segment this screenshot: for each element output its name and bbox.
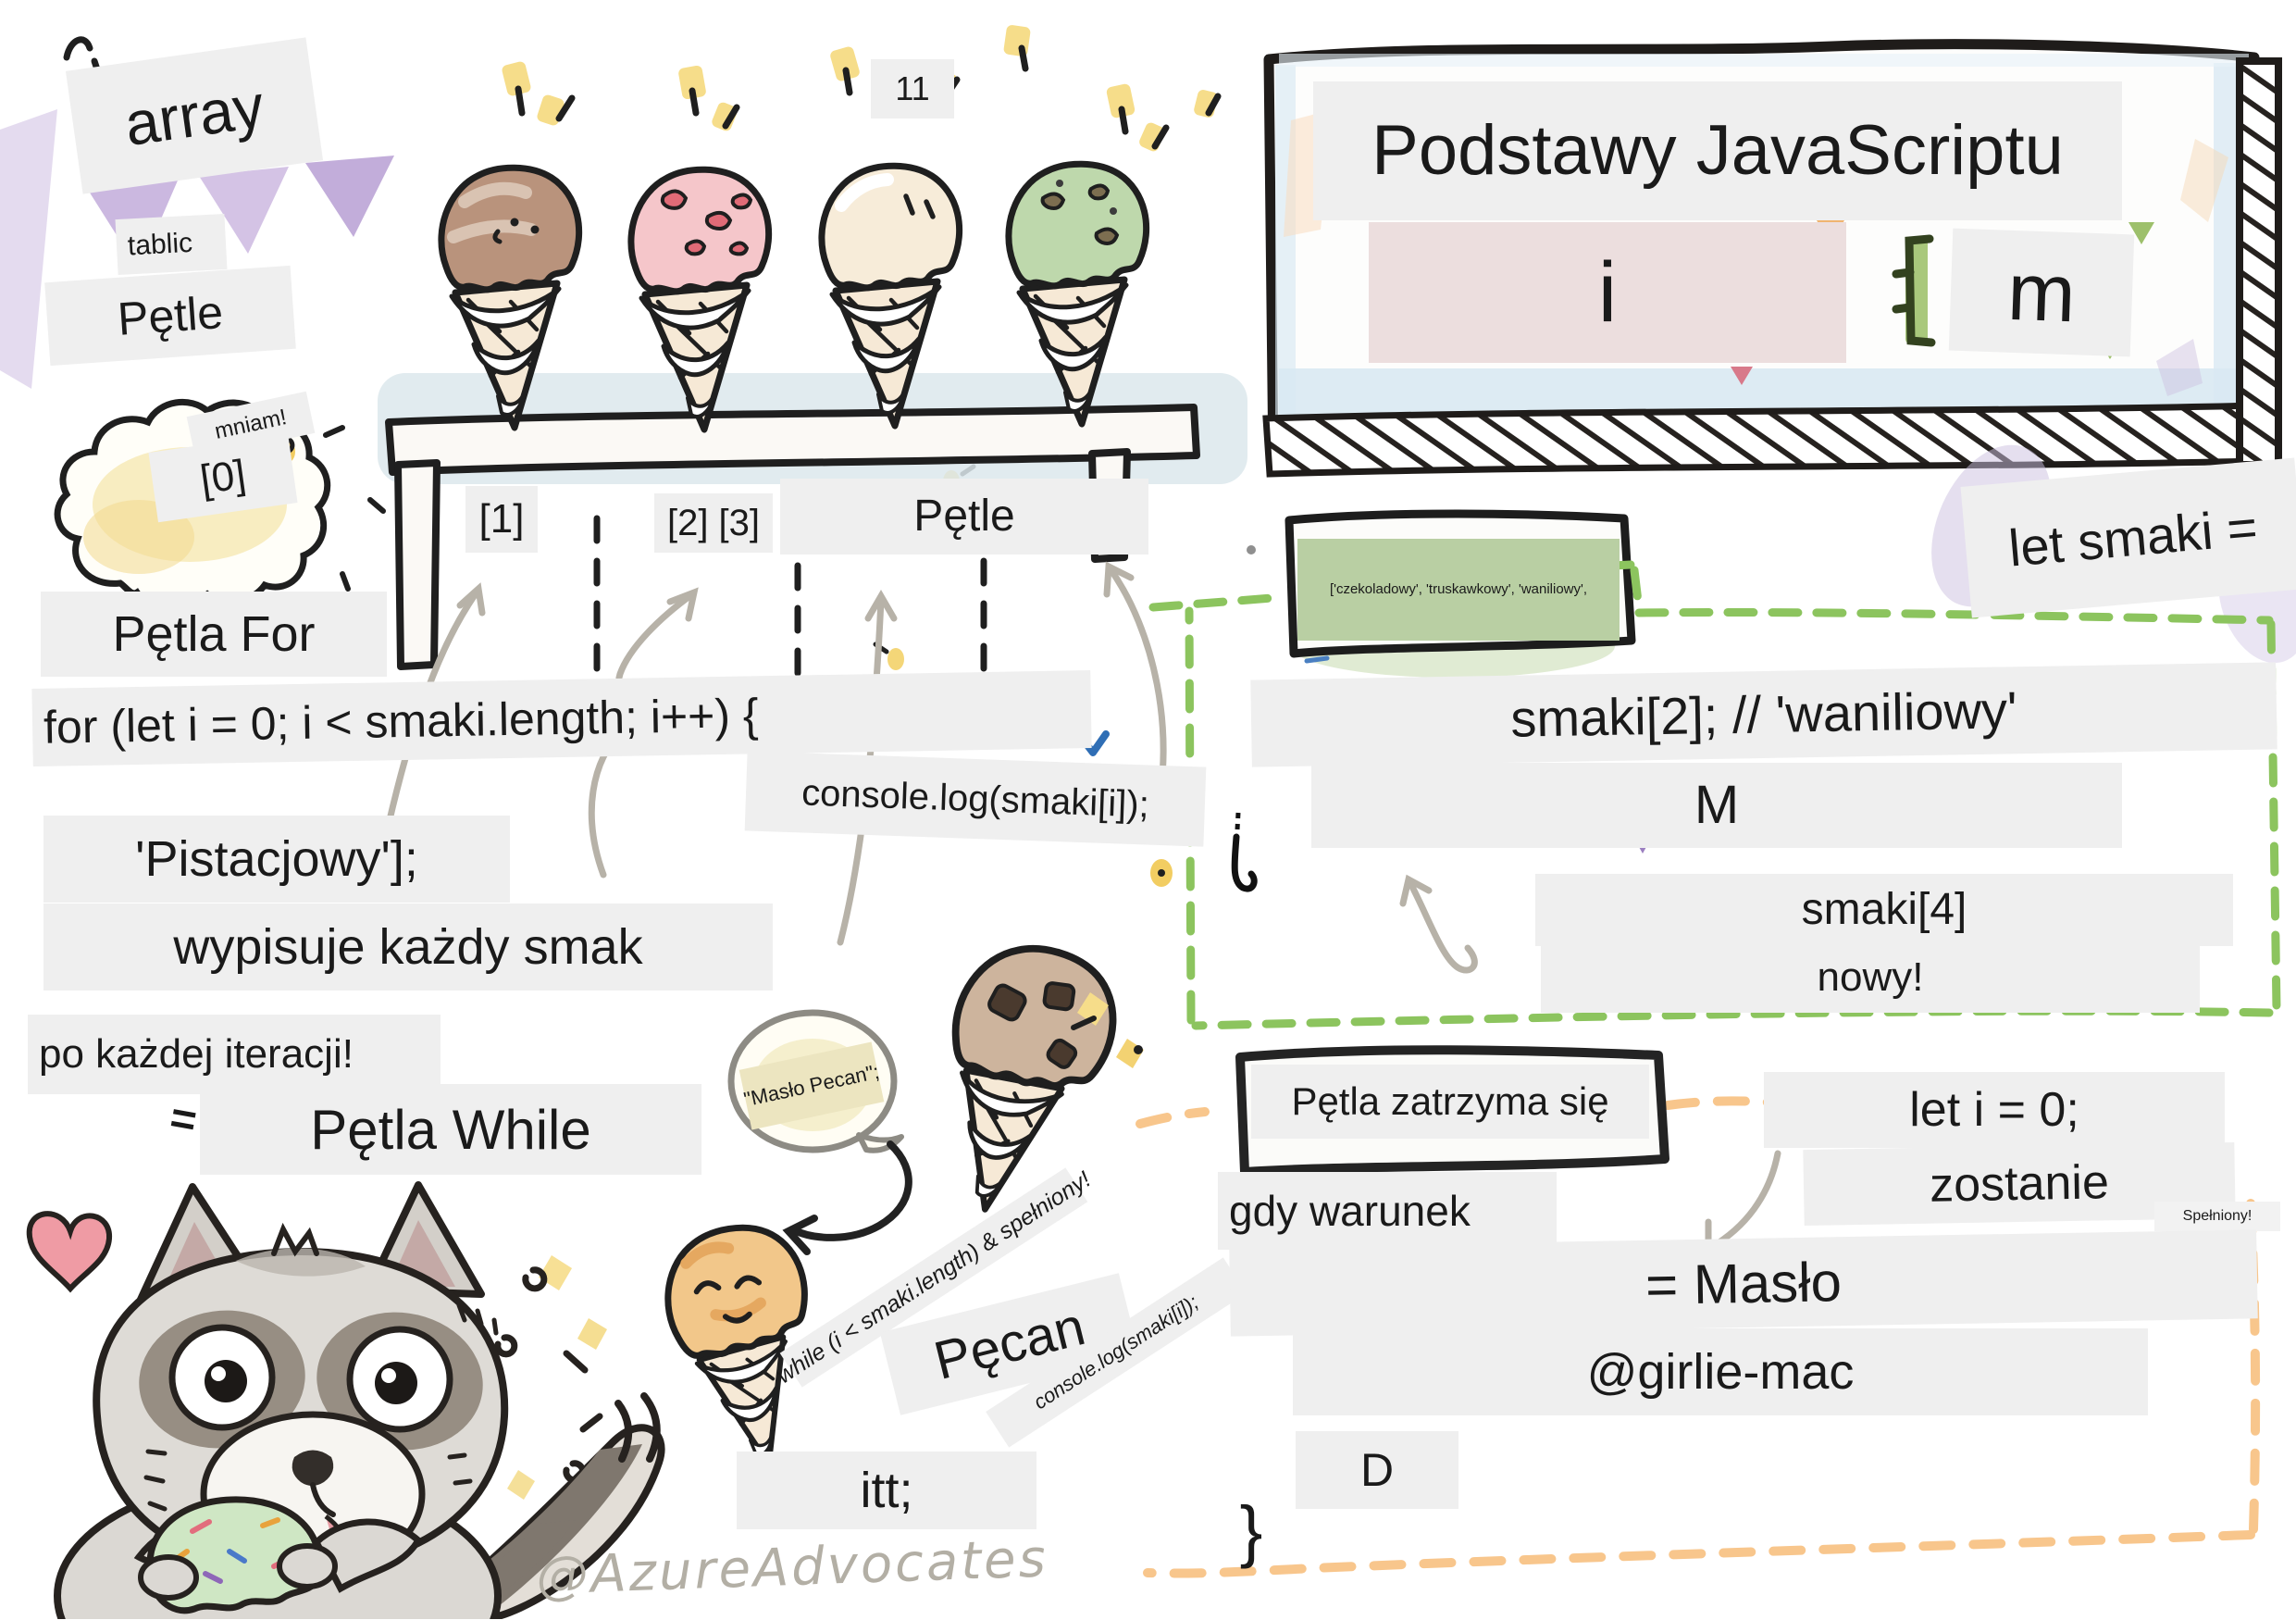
d-letter: D: [1296, 1431, 1458, 1509]
let-smaki: let smaki =: [1960, 457, 2296, 618]
confetti-sprinkles: [502, 25, 1222, 152]
smaki-4: smaki[4]: [1535, 874, 2233, 946]
sign-m: m: [1948, 228, 2135, 357]
ice-cream-vanilla: [822, 166, 960, 426]
ice-cream-strawberry: [631, 169, 769, 430]
ice-cream-chocolate: [441, 168, 579, 428]
pistacjowy: 'Pistacjowy'];: [43, 816, 510, 903]
ice-cream-butter-pecan: [657, 1217, 834, 1477]
brace-close: }: [1239, 1492, 1263, 1570]
raccoon-eating-ice-cream: [54, 1181, 665, 1619]
sign-pole: [2236, 57, 2282, 468]
black-curved-arrow: [782, 1140, 912, 1255]
idx-1: [1]: [465, 486, 538, 553]
petle-left: Pętle: [44, 265, 296, 367]
smaki-2: smaki[2]; // 'waniliowy': [1250, 662, 2277, 767]
m-update: M: [1311, 763, 2122, 848]
diamond-sprinkles-right: [1071, 992, 1144, 1068]
sign-title: Podstawy JavaScriptu: [1313, 81, 2122, 220]
num-11: 11: [871, 59, 954, 118]
maslo-result: = Masło: [1229, 1229, 2258, 1337]
array-literal: ['czekoladowy', 'truskawkowy', 'waniliow…: [1297, 539, 1620, 641]
nowy: nowy!: [1541, 942, 2200, 1013]
bunting-flags: [0, 109, 394, 389]
petla-zatrzyma: Pętla zatrzyma się: [1251, 1065, 1649, 1139]
ice-cream-pistachio: [1009, 164, 1147, 424]
sign-i: i: [1369, 222, 1846, 363]
bubble-text: "Masło Pecan";: [738, 1041, 885, 1130]
gdy-warunek: gdy warunek: [1218, 1172, 1557, 1250]
diamond-sprinkles-left: [452, 1255, 607, 1500]
petla-while: Pętla While: [200, 1084, 701, 1175]
green-area-arrow: [1399, 874, 1478, 974]
green-bracket-glyph: [1892, 234, 1936, 347]
petle-mid: Pętle: [780, 479, 1148, 555]
itt-code: itt;: [737, 1452, 1036, 1529]
console-log-for: console.log(smaki[i]);: [744, 751, 1207, 847]
idx-0: [0]: [148, 432, 298, 523]
po-kazdej: po każdej iteracji!: [28, 1015, 441, 1094]
idx-2-3: [2] [3]: [654, 493, 773, 553]
spelniony: Spełniony!: [2154, 1202, 2280, 1231]
parens-marks: [614, 1392, 661, 1463]
for-code: for (let i = 0; i < smaki.length; i++) {: [31, 670, 1092, 766]
tablic-word: tablic: [115, 213, 228, 276]
ice-cream-maslo-pecan: [908, 930, 1130, 1229]
petla-for: Pętla For: [41, 592, 387, 677]
credit: @AzureAdvocates: [535, 1527, 1049, 1607]
wypisuje: wypisuje każdy smak: [43, 903, 773, 991]
index-drop-lines: [593, 515, 987, 689]
array-word: array: [65, 37, 324, 194]
heart: [26, 1211, 112, 1293]
let-i: let i = 0;: [1764, 1072, 2225, 1148]
girlie-mac: @girlie-mac: [1293, 1328, 2148, 1415]
